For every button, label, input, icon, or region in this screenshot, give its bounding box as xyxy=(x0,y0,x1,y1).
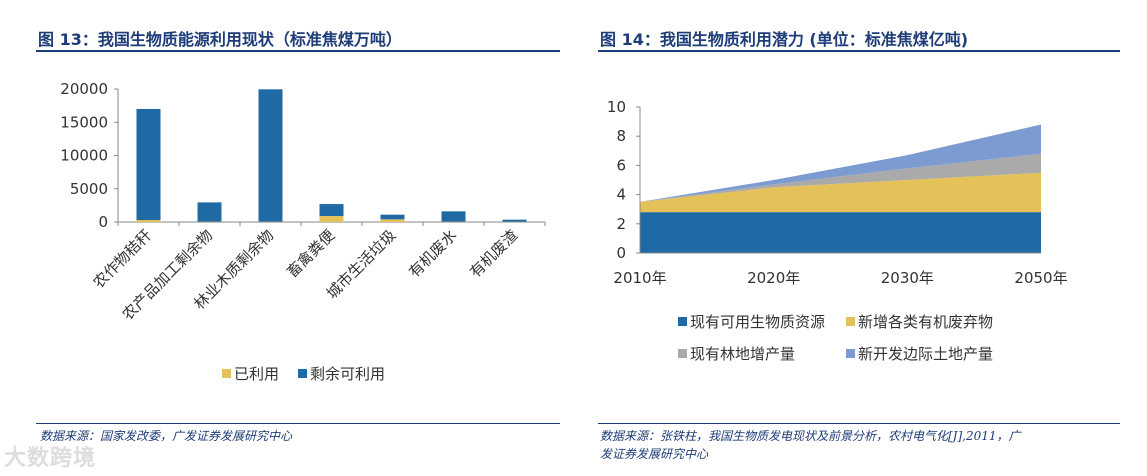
legend-swatch xyxy=(298,369,307,378)
figure-14-title: 图 14：我国生物质利用潜力 (单位：标准焦煤亿吨) xyxy=(600,30,969,49)
bar-segment xyxy=(319,204,344,217)
x-category-label: 农作物秸秆 xyxy=(90,226,156,292)
area-series xyxy=(640,172,1041,213)
y-tick-label: 6 xyxy=(616,156,626,174)
y-tick-label: 8 xyxy=(616,127,626,145)
y-tick-label: 0 xyxy=(616,244,626,262)
bar-segment xyxy=(502,219,527,222)
figure-13-chart: 05000100001500020000农作物秸秆农产品加工剩余物林业木质剩余物… xyxy=(60,80,546,383)
bar-segment xyxy=(258,89,283,222)
bar-segment xyxy=(380,214,405,220)
figure-13-source-rule xyxy=(36,423,560,424)
x-tick-label: 2050年 xyxy=(1014,269,1067,287)
figure-13-title-rule xyxy=(36,50,560,52)
y-tick-label: 5000 xyxy=(70,180,108,198)
x-category-label: 有机废渣 xyxy=(466,226,521,281)
legend-label: 新增各类有机废弃物 xyxy=(858,313,993,331)
legend-label: 现有林地增产量 xyxy=(690,345,795,363)
legend-swatch xyxy=(846,349,855,358)
x-tick-label: 2010年 xyxy=(613,269,666,287)
legend-label: 新开发边际土地产量 xyxy=(858,345,993,363)
bar-segment xyxy=(441,211,466,222)
y-tick-label: 2 xyxy=(616,215,626,233)
legend-swatch xyxy=(678,317,687,326)
y-tick-label: 10000 xyxy=(60,147,108,165)
figure-14-source: 数据来源：张铁柱，我国生物质发电现状及前景分析，农村电气化[J],2011，广 … xyxy=(600,427,1021,463)
figure-13-source: 数据来源：国家发改委，广发证券发展研究中心 xyxy=(40,429,293,443)
figure-14-source-line-2: 发证券发展研究中心 xyxy=(600,447,709,461)
figure-14-title-rule xyxy=(598,50,1120,52)
legend-label: 已利用 xyxy=(234,365,279,383)
bar-segment xyxy=(319,216,344,222)
x-tick-label: 2020年 xyxy=(747,269,800,287)
legend-label: 剩余可利用 xyxy=(310,365,385,383)
figure-14-source-line-1: 数据来源：张铁柱，我国生物质发电现状及前景分析，农村电气化[J],2011，广 xyxy=(600,429,1021,443)
bar-segment xyxy=(197,202,222,222)
bar-segment xyxy=(136,220,161,222)
legend-swatch xyxy=(846,317,855,326)
legend-swatch xyxy=(222,369,231,378)
bar-segment xyxy=(136,108,161,221)
x-category-label: 畜禽粪便 xyxy=(283,226,338,281)
y-tick-label: 0 xyxy=(98,213,108,231)
y-tick-label: 15000 xyxy=(60,113,108,131)
y-tick-label: 4 xyxy=(616,186,626,204)
x-category-label: 有机废水 xyxy=(405,226,460,281)
area-series xyxy=(640,153,1041,202)
bar-segment xyxy=(380,219,405,222)
watermark-logo: 大数跨境 xyxy=(4,446,97,471)
legend-swatch xyxy=(678,349,687,358)
figure-13-panel: 图 13：我国生物质能源利用现状（标准焦煤万吨） 0 5000 10000 15000… xyxy=(0,0,560,476)
figure-14-panel: 图 14：我国生物质利用潜力 (单位：标准焦煤亿吨) 0 2 4 6 8 10 2010年 2… xyxy=(590,0,1147,476)
area-series xyxy=(640,212,1041,253)
legend-label: 现有可用生物质资源 xyxy=(690,313,825,331)
x-tick-label: 2030年 xyxy=(881,269,934,287)
figure-13-title: 图 13：我国生物质能源利用现状（标准焦煤万吨） xyxy=(38,30,402,49)
y-tick-label: 20000 xyxy=(60,80,108,98)
y-tick-label: 10 xyxy=(607,98,626,116)
figure-14-source-rule xyxy=(598,423,1120,424)
